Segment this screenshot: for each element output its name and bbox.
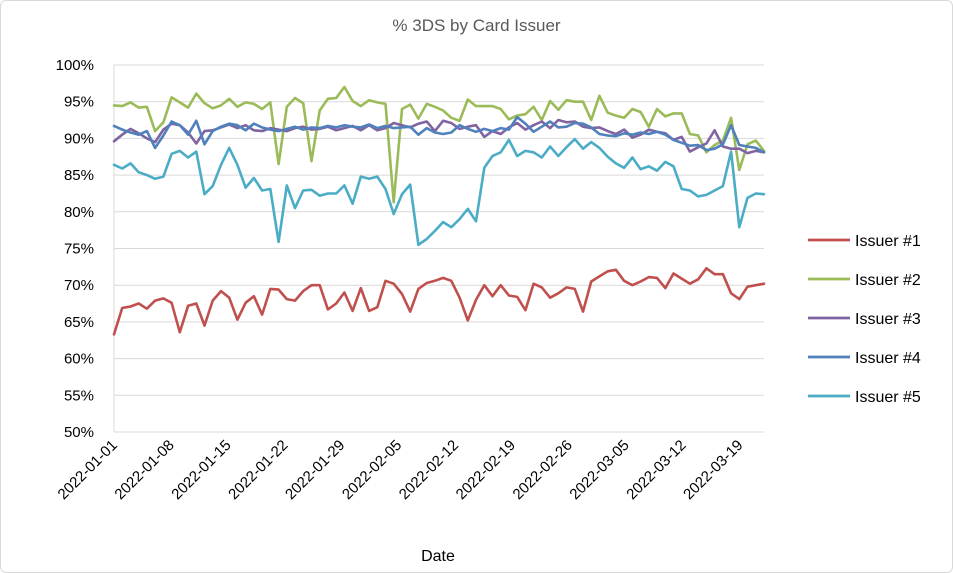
x-tick-label: 2022-01-22 <box>225 437 291 503</box>
series-line-issuer-1 <box>112 266 766 336</box>
x-tick-label: 2022-02-19 <box>453 437 519 503</box>
y-tick-label: 60% <box>64 351 94 368</box>
y-tick-label: 90% <box>64 130 94 147</box>
y-tick-label: 55% <box>64 387 94 404</box>
y-tick-labels: 50% 55% 60% 65% 70% 75% 80% 85% 90% 95% 100% <box>56 57 94 441</box>
x-tick-labels: 2022-01-012022-01-082022-01-152022-01-22… <box>55 437 747 503</box>
y-tick-label: 80% <box>64 204 94 221</box>
series-line-issuer-5 <box>112 137 766 247</box>
x-tick-label: 2022-02-26 <box>510 437 576 503</box>
y-tick-label: 95% <box>64 94 94 111</box>
legend-label: Issuer #5 <box>855 389 921 406</box>
x-tick-label: 2022-02-12 <box>396 437 462 503</box>
y-tick-label: 70% <box>64 277 94 294</box>
x-axis-label: Date <box>421 548 455 565</box>
x-tick-label: 2022-03-19 <box>680 437 746 503</box>
x-tick-label: 2022-01-08 <box>111 437 177 503</box>
series-lines <box>112 85 766 336</box>
x-tick-label: 2022-03-05 <box>566 437 632 503</box>
x-tick-label: 2022-01-15 <box>168 437 234 503</box>
x-tick-label: 2022-01-01 <box>55 437 121 503</box>
legend: Issuer #1 Issuer #2 Issuer #3 Issuer #4 Issu… <box>808 233 921 406</box>
gridlines <box>114 64 764 433</box>
y-tick-label: 65% <box>64 314 94 331</box>
legend-label: Issuer #1 <box>855 233 921 250</box>
y-tick-label: 50% <box>64 424 94 441</box>
series-line-issuer-2 <box>112 85 766 204</box>
legend-label: Issuer #3 <box>855 311 921 328</box>
x-tick-label: 2022-02-05 <box>339 437 405 503</box>
legend-label: Issuer #2 <box>855 272 921 289</box>
x-tick-label: 2022-01-29 <box>282 437 348 503</box>
chart-title: % 3DS by Card Issuer <box>392 16 561 35</box>
x-tick-label: 2022-03-12 <box>623 437 689 503</box>
y-tick-label: 75% <box>64 241 94 258</box>
y-tick-label: 100% <box>56 57 94 74</box>
series-line-issuer-4 <box>112 115 766 154</box>
y-tick-label: 85% <box>64 167 94 184</box>
legend-label: Issuer #4 <box>855 350 921 367</box>
